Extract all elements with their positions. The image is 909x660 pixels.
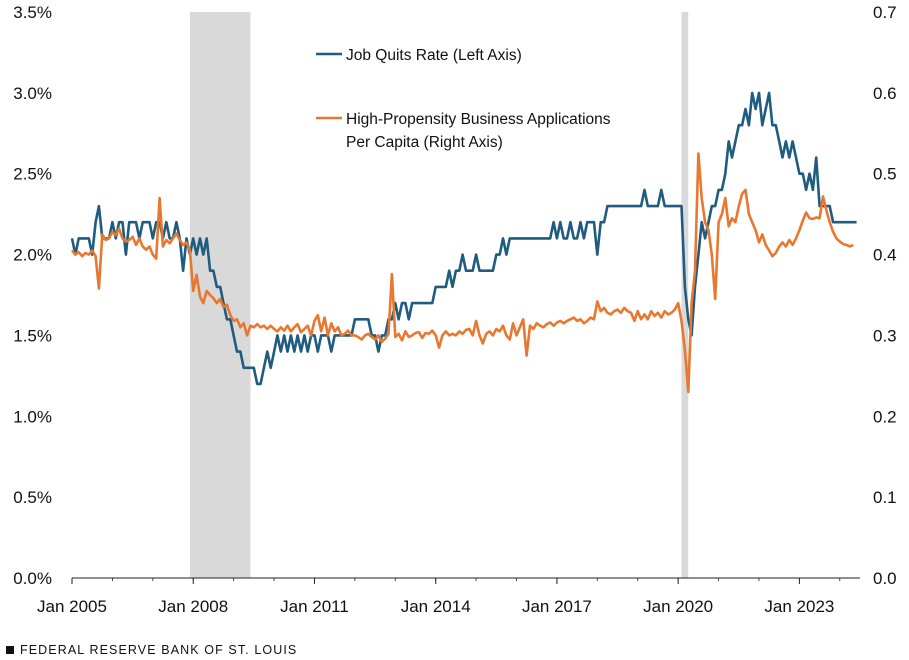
recession-bands: [189, 12, 689, 578]
left-axis-tick-label-3: 1.5%: [13, 326, 52, 345]
legend-label-1: High-Propensity Business Applications: [346, 111, 611, 128]
right-axis-tick-label-4: 0.4: [873, 246, 897, 265]
axes: 0.0% 0.5% 1.0% 1.5% 2.0% 2.5% 3.0% 3.5% 0.0 0.1 0.…: [13, 3, 896, 616]
right-axis-tick-label-5: 0.5: [873, 165, 897, 184]
right-axis-tick-label-0: 0.0: [873, 569, 897, 588]
x-axis-tick-label-5: Jan 2020: [643, 597, 713, 616]
x-axis-tick-label-1: Jan 2008: [158, 597, 228, 616]
left-axis-tick-label-1: 0.5%: [13, 488, 52, 507]
x-axis-tick-label-3: Jan 2014: [401, 597, 471, 616]
chart-svg: 0.0% 0.5% 1.0% 1.5% 2.0% 2.5% 3.0% 3.5% 0.0 0.1 0.…: [13, 3, 896, 616]
right-axis-tick-label-3: 0.3: [873, 326, 897, 345]
x-axis-tick-label-6: Jan 2023: [764, 597, 834, 616]
left-axis-tick-label-7: 3.5%: [13, 3, 52, 22]
footer: FEDERAL RESERVE BANK OF ST. LOUIS: [6, 643, 297, 657]
right-axis-tick-label-7: 0.7: [873, 3, 897, 22]
x-axis-tick-label-0: Jan 2005: [37, 597, 107, 616]
left-axis-tick-label-0: 0.0%: [13, 569, 52, 588]
left-axis-tick-label-2: 1.0%: [13, 407, 52, 426]
left-axis-tick-label-4: 2.0%: [13, 246, 52, 265]
series-line-0: [70, 91, 857, 386]
legend-label-1-line2: Per Capita (Right Axis): [346, 134, 503, 151]
series-line-1: [70, 152, 854, 394]
legend: Job Quits Rate (Left Axis) High-Propensit…: [316, 47, 611, 151]
footer-logo-square: [6, 646, 14, 654]
x-axis-tick-label-4: Jan 2017: [522, 597, 592, 616]
x-axis-tick-label-2: Jan 2011: [280, 597, 349, 616]
left-axis-tick-label-5: 2.5%: [13, 165, 52, 184]
right-axis-tick-label-2: 0.2: [873, 407, 897, 426]
right-axis-tick-label-1: 0.1: [873, 488, 897, 507]
right-axis-tick-label-6: 0.6: [873, 84, 897, 103]
legend-label-0: Job Quits Rate (Left Axis): [346, 47, 522, 64]
left-axis-tick-label-6: 3.0%: [13, 84, 52, 103]
footer-source-text: FEDERAL RESERVE BANK OF ST. LOUIS: [20, 643, 298, 657]
series-lines: [70, 91, 857, 394]
